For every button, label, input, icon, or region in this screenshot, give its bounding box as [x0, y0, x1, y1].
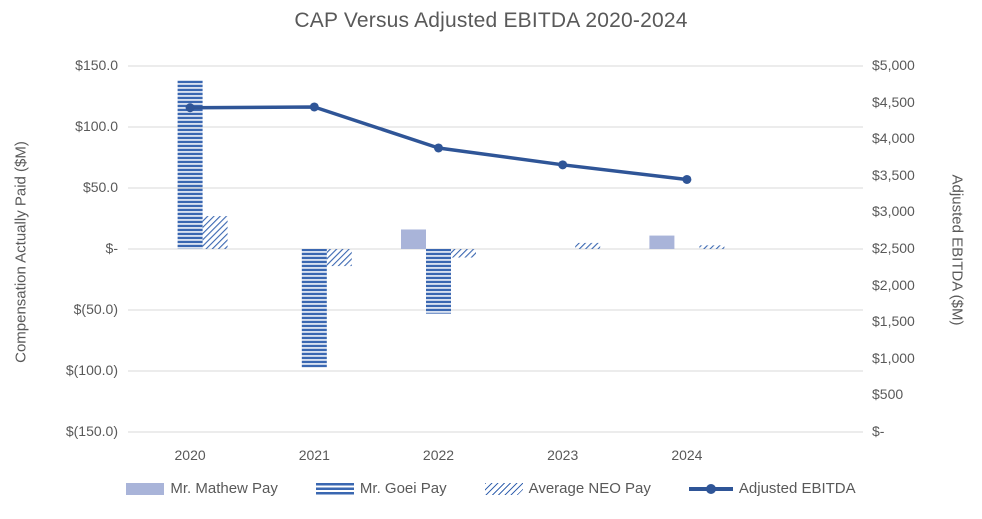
x-axis-label: 2021 [298, 447, 330, 463]
adjusted-ebitda-marker-2024 [682, 174, 692, 184]
right-axis-tick-label: $2,000 [872, 276, 915, 293]
right-axis-tick-label: $2,500 [872, 240, 915, 256]
adjusted-ebitda-marker-2020 [185, 103, 195, 113]
left-axis-title: Compensation Actually Paid ($M) [12, 141, 30, 363]
right-axis-tick-label: $500 [872, 386, 904, 403]
left-axis-tick-label: $(100.0) [65, 362, 118, 378]
bar-average-neo-pay-2023 [575, 242, 601, 249]
legend: Mr. Mathew Pay Mr. Goei Pay Average NEO … [0, 480, 982, 497]
bar-average-neo-pay-2021 [326, 249, 352, 267]
bar-mr-mathew-pay-2024 [649, 235, 675, 249]
bar-average-neo-pay-2020 [202, 216, 228, 249]
legend-label-average-neo-pay: Average NEO Pay [528, 480, 651, 497]
bar-mr-goei-pay-2022 [426, 249, 451, 314]
adjusted-ebitda-marker-2021 [309, 102, 319, 112]
right-axis-tick-label: $3,000 [872, 203, 915, 220]
bar-mr-mathew-pay-2022 [401, 229, 426, 249]
chart-title: CAP Versus Adjusted EBITDA 2020-2024 [294, 9, 688, 32]
legend-item-average-neo-pay: Average NEO Pay [484, 480, 651, 497]
bar-average-neo-pay-2024 [699, 245, 725, 249]
left-axis-tick-label: $100.0 [75, 118, 118, 134]
x-axis-label: 2022 [422, 447, 455, 463]
left-axis-tick-label: $(150.0) [65, 423, 118, 439]
legend-swatch-hatched-bar [484, 482, 523, 495]
legend-swatch-solid-bar [126, 482, 165, 495]
legend-label-mathew-pay: Mr. Mathew Pay [170, 480, 278, 497]
adjusted-ebitda-line [188, 105, 689, 182]
adjusted-ebitda-marker-2022 [434, 143, 443, 153]
right-axis-tick-label: $4,500 [872, 93, 915, 110]
adjusted-ebitda-marker-2023 [558, 160, 568, 170]
legend-swatch-striped-bar [315, 482, 354, 495]
right-axis-tick-label: $- [872, 423, 885, 439]
x-axis-label: 2020 [174, 447, 206, 463]
right-axis-tick-label: $3,500 [872, 166, 915, 183]
left-axis-tick-label: $50.0 [82, 179, 118, 195]
right-axis-tick-label: $1,500 [872, 313, 915, 330]
legend-item-goei-pay: Mr. Goei Pay [315, 480, 447, 497]
line-marker-dot [705, 483, 716, 494]
right-axis-tick-label: $5,000 [872, 57, 915, 73]
x-axis-label: 2023 [547, 447, 579, 463]
left-axis-tick-label: $- [105, 240, 118, 256]
legend-item-adjusted-ebitda: Adjusted EBITDA [688, 480, 856, 497]
bar-mr-goei-pay-2021 [301, 249, 327, 368]
right-axis-tick-label: $1,000 [872, 349, 915, 366]
bar-average-neo-pay-2022 [451, 249, 476, 258]
legend-item-mathew-pay: Mr. Mathew Pay [126, 480, 278, 497]
legend-swatch-line-marker [688, 483, 733, 494]
legend-label-goei-pay: Mr. Goei Pay [359, 480, 447, 497]
left-axis-tick-label: $(50.0) [73, 301, 118, 317]
right-axis-tick-label: $4,000 [872, 130, 915, 147]
x-axis-label: 2024 [671, 447, 703, 463]
legend-label-adjusted-ebitda: Adjusted EBITDA [738, 480, 856, 497]
left-axis-tick-label: $150.0 [75, 57, 118, 73]
